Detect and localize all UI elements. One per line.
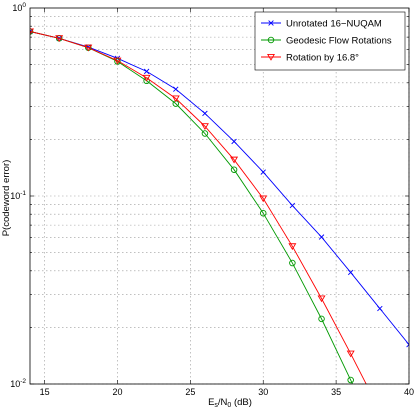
data-point	[289, 259, 296, 267]
data-point	[230, 166, 238, 173]
x-tick-label: 15	[40, 387, 50, 397]
x-tick-label: 40	[404, 387, 414, 397]
data-point	[259, 209, 267, 217]
data-point	[113, 57, 122, 65]
data-point	[260, 169, 266, 175]
data-point	[267, 36, 275, 44]
series-group	[30, 28, 409, 413]
legend-label: Unrotated 16−NUQAM	[286, 19, 382, 30]
legend: Unrotated 16−NUQAM Geodesic Flow Rotation…	[254, 11, 406, 71]
x-label-main: E	[208, 397, 214, 408]
data-point	[377, 408, 383, 413]
legend-entry: Geodesic Flow Rotations	[261, 36, 392, 47]
data-point	[259, 195, 268, 203]
data-point	[267, 53, 275, 61]
data-point	[201, 130, 209, 137]
data-point	[173, 86, 179, 92]
x-tick-label: 35	[331, 387, 341, 397]
x-label-tail: (dB)	[231, 397, 252, 408]
data-point	[171, 95, 180, 103]
y-tick-label: 100	[12, 2, 26, 13]
data-point	[55, 35, 64, 43]
data-point	[346, 350, 355, 358]
data-point	[142, 74, 151, 82]
data-point	[406, 341, 409, 348]
series-line	[30, 31, 367, 384]
legend-label: Rotation by 16.8°	[286, 53, 359, 64]
x-label-mid: /N	[218, 397, 228, 408]
data-point	[318, 315, 325, 323]
data-point	[318, 234, 325, 240]
ticks: 15 20 25 30 35 40 100 10-1 10-2	[10, 2, 414, 397]
data-point	[347, 376, 354, 384]
legend-box	[254, 11, 406, 71]
y-tick-label: 10-2	[10, 378, 26, 389]
data-point	[143, 68, 150, 75]
data-point	[202, 110, 208, 117]
x-label-sub2: 0	[227, 402, 231, 409]
data-point	[30, 28, 34, 36]
x-tick-label: 30	[258, 387, 268, 397]
data-point	[268, 20, 274, 26]
data-point	[230, 156, 239, 164]
y-axis-label: P(codeword error)	[1, 160, 12, 237]
data-point	[347, 269, 354, 276]
series-3	[30, 28, 383, 413]
data-point	[377, 305, 383, 312]
data-point	[200, 123, 209, 131]
data-point	[288, 243, 297, 251]
y-tick-label: 10-1	[10, 190, 26, 201]
data-point	[84, 44, 93, 52]
legend-entry: Rotation by 16.8°	[261, 53, 359, 64]
series-line	[30, 31, 409, 345]
x-axis-label: Es/N0 (dB)	[208, 397, 252, 409]
legend-entry: Unrotated 16−NUQAM	[261, 19, 382, 30]
x-tick-label: 25	[185, 387, 195, 397]
legend-label: Geodesic Flow Rotations	[286, 36, 392, 47]
data-point	[317, 295, 326, 303]
x-label-sub1: s	[214, 402, 218, 409]
data-point	[231, 138, 237, 145]
x-tick-label: 20	[112, 387, 122, 397]
data-point	[30, 28, 33, 35]
data-point	[289, 202, 296, 209]
